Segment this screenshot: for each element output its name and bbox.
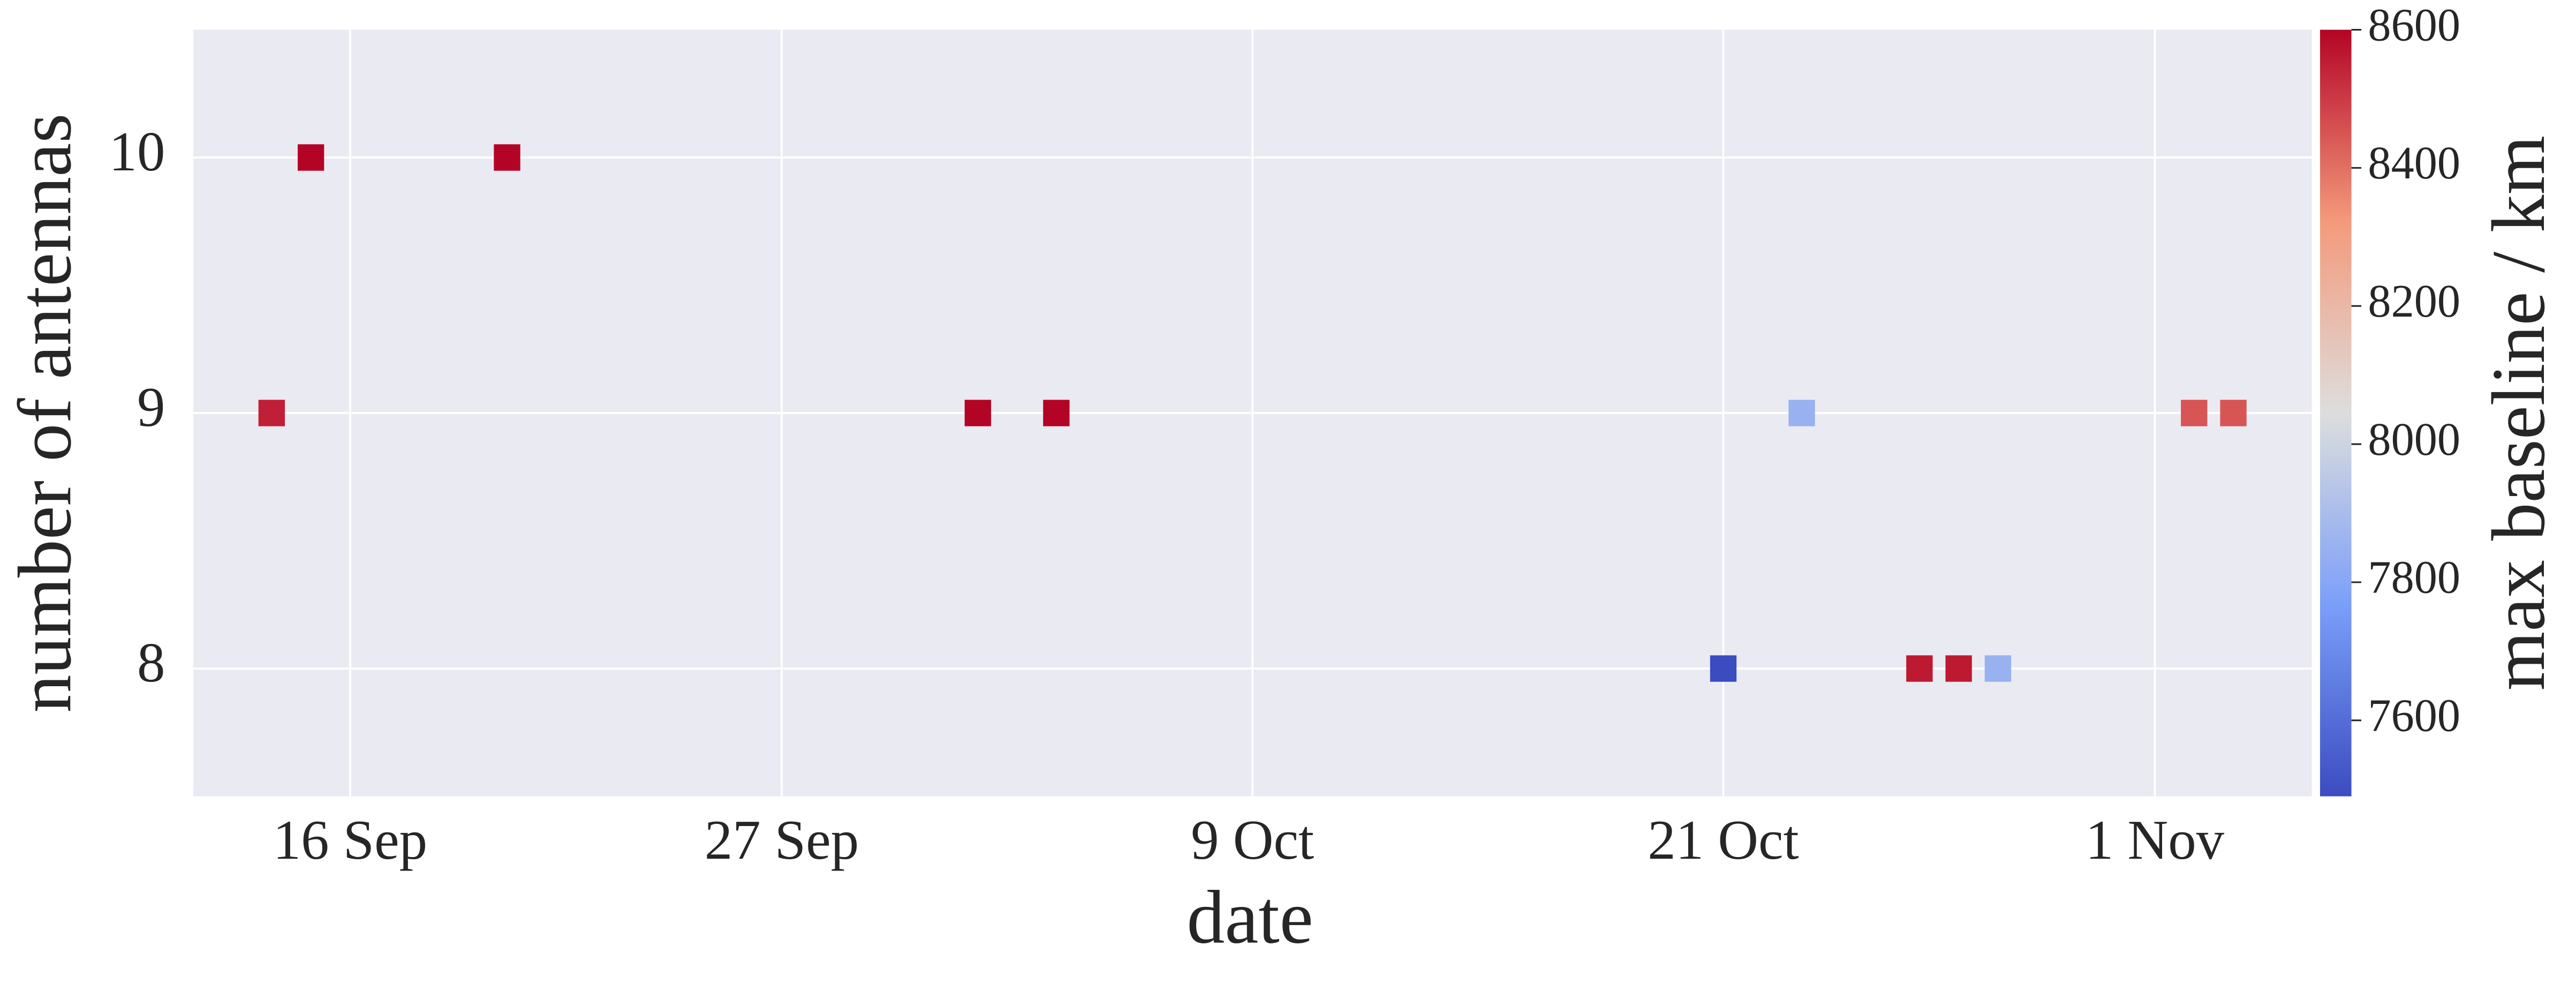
point xyxy=(494,144,520,171)
x-tick-label: 27 Sep xyxy=(705,809,859,871)
point xyxy=(1945,655,1972,682)
x-tick-label: 9 Oct xyxy=(1191,809,1314,871)
colorbar-tick-label: 8400 xyxy=(2368,137,2460,189)
point xyxy=(1710,655,1737,682)
point xyxy=(258,400,285,426)
x-tick-label: 21 Oct xyxy=(1648,809,1799,871)
colorbar-tick-label: 8000 xyxy=(2368,414,2460,465)
point xyxy=(2181,400,2208,426)
x-tick-label: 1 Nov xyxy=(2086,809,2225,871)
plot-area xyxy=(193,29,2312,797)
point xyxy=(297,144,324,171)
colorbar-label: max baseline / km xyxy=(2476,136,2560,691)
point xyxy=(1043,400,1070,426)
colorbar-tick-label: 8200 xyxy=(2368,275,2460,327)
point xyxy=(1984,655,2012,682)
point xyxy=(2220,400,2247,426)
y-tick-label: 9 xyxy=(137,376,165,438)
colorbar-tick-label: 7800 xyxy=(2368,552,2460,603)
y-tick-label: 10 xyxy=(109,121,165,183)
y-axis-label: number of antennas xyxy=(3,114,87,713)
colorbar xyxy=(2320,29,2352,797)
x-tick-label: 16 Sep xyxy=(273,809,427,871)
x-axis-label: date xyxy=(1187,875,1313,959)
point xyxy=(1906,655,1933,682)
point xyxy=(1788,400,1815,426)
point xyxy=(964,400,991,426)
colorbar-tick-label: 7600 xyxy=(2368,689,2460,741)
colorbar-tick-label: 8600 xyxy=(2368,0,2460,50)
y-tick-label: 8 xyxy=(137,632,165,694)
